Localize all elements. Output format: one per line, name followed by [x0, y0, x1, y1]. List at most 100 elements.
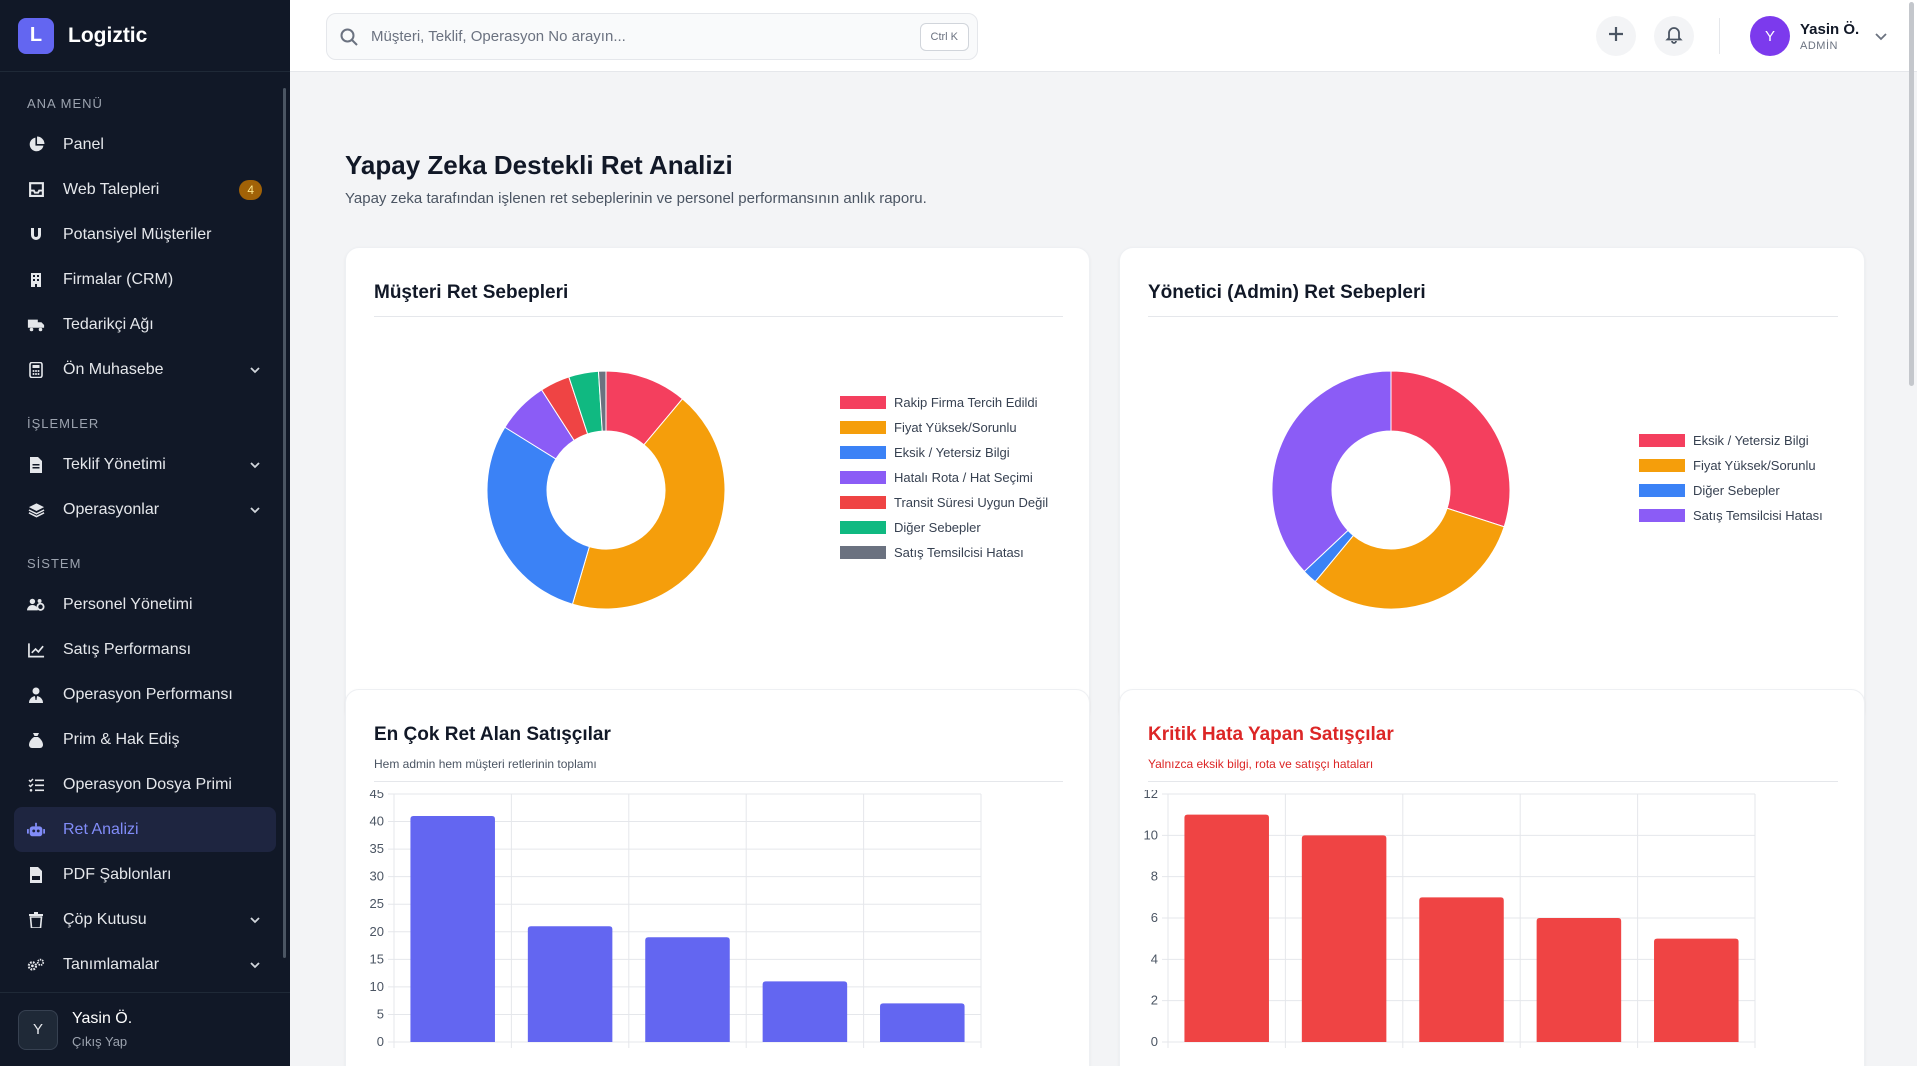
sidebar-item-teklif-yonetimi[interactable]: Teklif Yönetimi — [0, 442, 290, 487]
chart-legend: Rakip Firma Tercih Edildi Fiyat Yüksek/So… — [840, 390, 1048, 565]
legend-label: Transit Süresi Uygun Değil — [894, 495, 1049, 510]
legend-item[interactable]: Eksik / Yetersiz Bilgi — [840, 440, 1048, 465]
bar[interactable] — [1536, 918, 1622, 1042]
sidebar-item-personel-yonetimi[interactable]: Personel Yönetimi — [0, 582, 290, 627]
y-tick-label: 10 — [370, 979, 384, 994]
y-tick-label: 40 — [370, 814, 384, 829]
sidebar-item-tanimlamalar[interactable]: Tanımlamalar — [0, 942, 290, 987]
brand[interactable]: L Logiztic — [0, 0, 290, 72]
legend-item[interactable]: Satış Temsilcisi Hatası — [1639, 503, 1823, 528]
card-divider — [1148, 781, 1838, 782]
sidebar-item-operasyon-performansi[interactable]: Operasyon Performansı — [0, 672, 290, 717]
donut-slice[interactable] — [1390, 370, 1511, 528]
sidebar-item-label: Operasyonlar — [63, 500, 160, 518]
chart-legend: Eksik / Yetersiz Bilgi Fiyat Yüksek/Sorun… — [1639, 428, 1823, 528]
sidebar-section-title: SİSTEM — [27, 556, 82, 571]
line-chart-icon — [27, 641, 45, 659]
legend-label: Hatalı Rota / Hat Seçimi — [894, 470, 1033, 485]
sidebar-item-label: Satış Performansı — [63, 640, 192, 658]
admin-reject-donut-chart — [1271, 370, 1511, 610]
y-tick-label: 6 — [1151, 910, 1158, 925]
legend-label: Eksik / Yetersiz Bilgi — [894, 445, 1010, 460]
bar[interactable] — [1301, 835, 1387, 1042]
legend-item[interactable]: Diğer Sebepler — [840, 515, 1048, 540]
bar[interactable] — [410, 816, 495, 1042]
brand-name: Logiztic — [68, 23, 148, 47]
legend-item[interactable]: Satış Temsilcisi Hatası — [840, 540, 1048, 565]
y-tick-label: 12 — [1144, 790, 1158, 801]
sidebar-item-prim-hak-edis[interactable]: Prim & Hak Ediş — [0, 717, 290, 762]
trash-icon — [27, 911, 45, 929]
card-divider — [374, 316, 1063, 317]
sidebar-item-firmalar[interactable]: Firmalar (CRM) — [0, 257, 290, 302]
top-reject-card: En Çok Ret Alan Satışçılar Hem admin hem… — [345, 689, 1090, 1066]
donut-slice[interactable] — [486, 426, 590, 605]
sidebar-item-tedarikci-agi[interactable]: Tedarikçi Ağı — [0, 302, 290, 347]
sidebar-item-label: Firmalar (CRM) — [63, 270, 174, 288]
sidebar-item-ret-analizi[interactable]: Ret Analizi — [14, 807, 276, 852]
y-tick-label: 2 — [1151, 993, 1158, 1008]
bar[interactable] — [1184, 814, 1269, 1042]
search-input[interactable] — [371, 28, 891, 45]
user-role: ADMİN — [1800, 39, 1838, 52]
sidebar-item-satis-performansi[interactable]: Satış Performansı — [0, 627, 290, 672]
logout-link[interactable]: Çıkış Yap — [72, 1034, 128, 1049]
donut-slice[interactable] — [1314, 507, 1505, 610]
sidebar-item-potansiyel-musteriler[interactable]: Potansiyel Müşteriler — [0, 212, 290, 257]
money-bag-icon — [27, 731, 45, 749]
sidebar-item-panel[interactable]: Panel — [0, 122, 290, 167]
bar[interactable] — [645, 937, 730, 1042]
legend-item[interactable]: Fiyat Yüksek/Sorunlu — [840, 415, 1048, 440]
legend-swatch — [1639, 484, 1685, 497]
sidebar-item-label: Ret Analizi — [63, 820, 139, 838]
sidebar-item-cop-kutusu[interactable]: Çöp Kutusu — [0, 897, 290, 942]
customer-reject-donut-chart — [486, 370, 726, 610]
sidebar-scrollbar[interactable] — [283, 88, 286, 958]
users-gear-icon — [27, 596, 45, 614]
card-divider — [374, 781, 1063, 782]
list-check-icon — [27, 776, 45, 794]
legend-item[interactable]: Fiyat Yüksek/Sorunlu — [1639, 453, 1823, 478]
donut-slice[interactable] — [571, 398, 726, 610]
donut-slice[interactable] — [1271, 370, 1392, 573]
legend-label: Rakip Firma Tercih Edildi — [894, 395, 1038, 410]
donut-slice[interactable] — [597, 370, 607, 432]
y-tick-label: 0 — [1151, 1034, 1158, 1049]
file-invoice-icon — [27, 456, 45, 474]
sidebar: L Logiztic ANA MENÜ Panel Web Talepleri … — [0, 0, 290, 1066]
sidebar-item-operasyonlar[interactable]: Operasyonlar — [0, 487, 290, 532]
legend-item[interactable]: Diğer Sebepler — [1639, 478, 1823, 503]
chevron-down-icon — [248, 503, 262, 517]
page-scrollbar[interactable] — [1909, 2, 1914, 386]
chevron-down-icon — [248, 913, 262, 927]
add-button[interactable] — [1596, 16, 1636, 56]
sidebar-item-label: Teklif Yönetimi — [63, 455, 166, 473]
y-tick-label: 30 — [370, 869, 384, 884]
bar[interactable] — [527, 926, 613, 1042]
chevron-down-icon — [248, 958, 262, 972]
legend-item[interactable]: Transit Süresi Uygun Değil — [840, 490, 1048, 515]
legend-item[interactable]: Rakip Firma Tercih Edildi — [840, 390, 1048, 415]
sidebar-item-web-talepleri[interactable]: Web Talepleri 4 — [0, 167, 290, 212]
bar[interactable] — [1654, 938, 1739, 1042]
bar[interactable] — [880, 1003, 965, 1042]
sidebar-item-pdf-sablonlari[interactable]: PDF Şablonları — [0, 852, 290, 897]
card-title: Kritik Hata Yapan Satışçılar — [1148, 724, 1394, 745]
sidebar-item-on-muhasebe[interactable]: Ön Muhasebe — [0, 347, 290, 392]
y-tick-label: 8 — [1151, 869, 1158, 884]
search-bar[interactable]: Ctrl K — [326, 13, 978, 60]
legend-item[interactable]: Hatalı Rota / Hat Seçimi — [840, 465, 1048, 490]
bar[interactable] — [762, 981, 848, 1042]
bar[interactable] — [1419, 897, 1504, 1042]
notifications-button[interactable] — [1654, 16, 1694, 56]
legend-swatch — [1639, 434, 1685, 447]
legend-swatch — [840, 521, 886, 534]
user-menu[interactable]: Y Yasin Ö. ADMİN — [1750, 16, 1889, 56]
y-tick-label: 45 — [370, 790, 384, 801]
sidebar-item-operasyon-dosya-primi[interactable]: Operasyon Dosya Primi — [0, 762, 290, 807]
legend-item[interactable]: Eksik / Yetersiz Bilgi — [1639, 428, 1823, 453]
gears-icon — [27, 956, 45, 974]
layers-icon — [27, 501, 45, 519]
sidebar-user[interactable]: Y Yasin Ö. Çıkış Yap — [0, 992, 290, 1066]
chevron-down-icon — [248, 363, 262, 377]
